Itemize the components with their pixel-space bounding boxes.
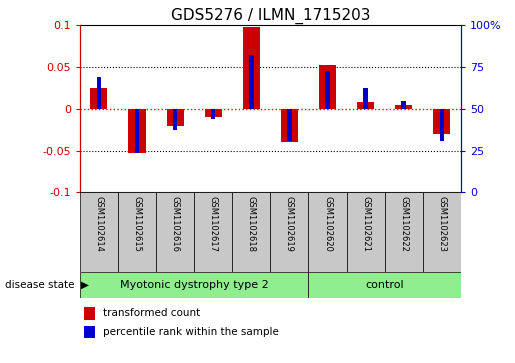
Bar — [97, 77, 101, 109]
Bar — [364, 88, 368, 109]
Bar — [281, 109, 298, 142]
Text: GSM1102617: GSM1102617 — [209, 196, 218, 252]
Bar — [308, 272, 461, 298]
Bar — [83, 307, 95, 319]
Bar — [80, 192, 118, 272]
Text: GSM1102618: GSM1102618 — [247, 196, 256, 252]
Bar — [173, 109, 177, 130]
Bar — [232, 192, 270, 272]
Text: GSM1102621: GSM1102621 — [361, 196, 370, 252]
Text: GSM1102615: GSM1102615 — [132, 196, 142, 252]
Bar — [440, 109, 444, 140]
Bar — [287, 109, 291, 140]
Bar — [156, 192, 194, 272]
Text: transformed count: transformed count — [102, 309, 200, 318]
Bar — [204, 109, 222, 117]
Bar — [83, 326, 95, 338]
Bar — [80, 272, 308, 298]
Text: control: control — [366, 280, 404, 290]
Text: disease state  ▶: disease state ▶ — [5, 280, 89, 290]
Text: GSM1102616: GSM1102616 — [170, 196, 180, 252]
Bar — [118, 192, 156, 272]
Text: Myotonic dystrophy type 2: Myotonic dystrophy type 2 — [120, 280, 268, 290]
Text: GSM1102623: GSM1102623 — [437, 196, 447, 252]
Text: GSM1102619: GSM1102619 — [285, 196, 294, 252]
Bar — [128, 109, 146, 153]
Bar — [433, 109, 451, 134]
Bar — [385, 192, 423, 272]
Bar — [325, 71, 330, 109]
Bar — [194, 192, 232, 272]
Bar — [90, 88, 108, 109]
Bar — [319, 65, 336, 109]
Bar — [347, 192, 385, 272]
Bar — [270, 192, 308, 272]
Bar — [243, 27, 260, 109]
Bar — [166, 109, 184, 126]
Bar — [135, 109, 139, 153]
Bar — [357, 102, 374, 109]
Text: percentile rank within the sample: percentile rank within the sample — [102, 327, 279, 337]
Text: GSM1102620: GSM1102620 — [323, 196, 332, 252]
Bar — [249, 54, 253, 109]
Text: GSM1102614: GSM1102614 — [94, 196, 104, 252]
Text: GSM1102622: GSM1102622 — [399, 196, 408, 252]
Bar — [423, 192, 461, 272]
Bar — [395, 105, 413, 109]
Bar — [308, 192, 347, 272]
Bar — [402, 101, 406, 109]
Bar — [211, 109, 215, 119]
Title: GDS5276 / ILMN_1715203: GDS5276 / ILMN_1715203 — [170, 8, 370, 24]
